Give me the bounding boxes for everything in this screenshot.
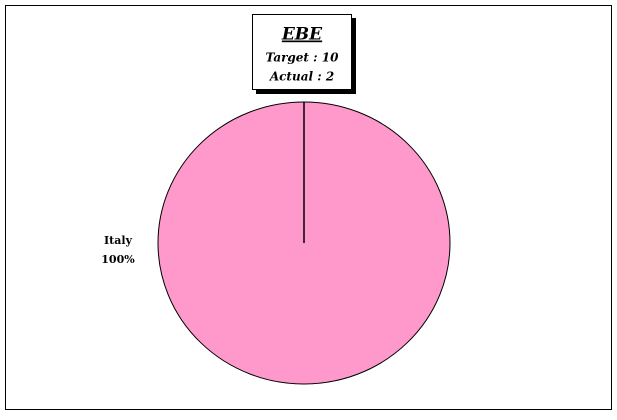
annotation: Target : 10 [266, 51, 340, 65]
chart-title: EBE [281, 25, 323, 45]
slice-label: Italy [104, 234, 133, 247]
annotation: Actual : 2 [269, 70, 334, 84]
slice-value-label: 100% [101, 253, 135, 266]
title-box [252, 14, 352, 90]
